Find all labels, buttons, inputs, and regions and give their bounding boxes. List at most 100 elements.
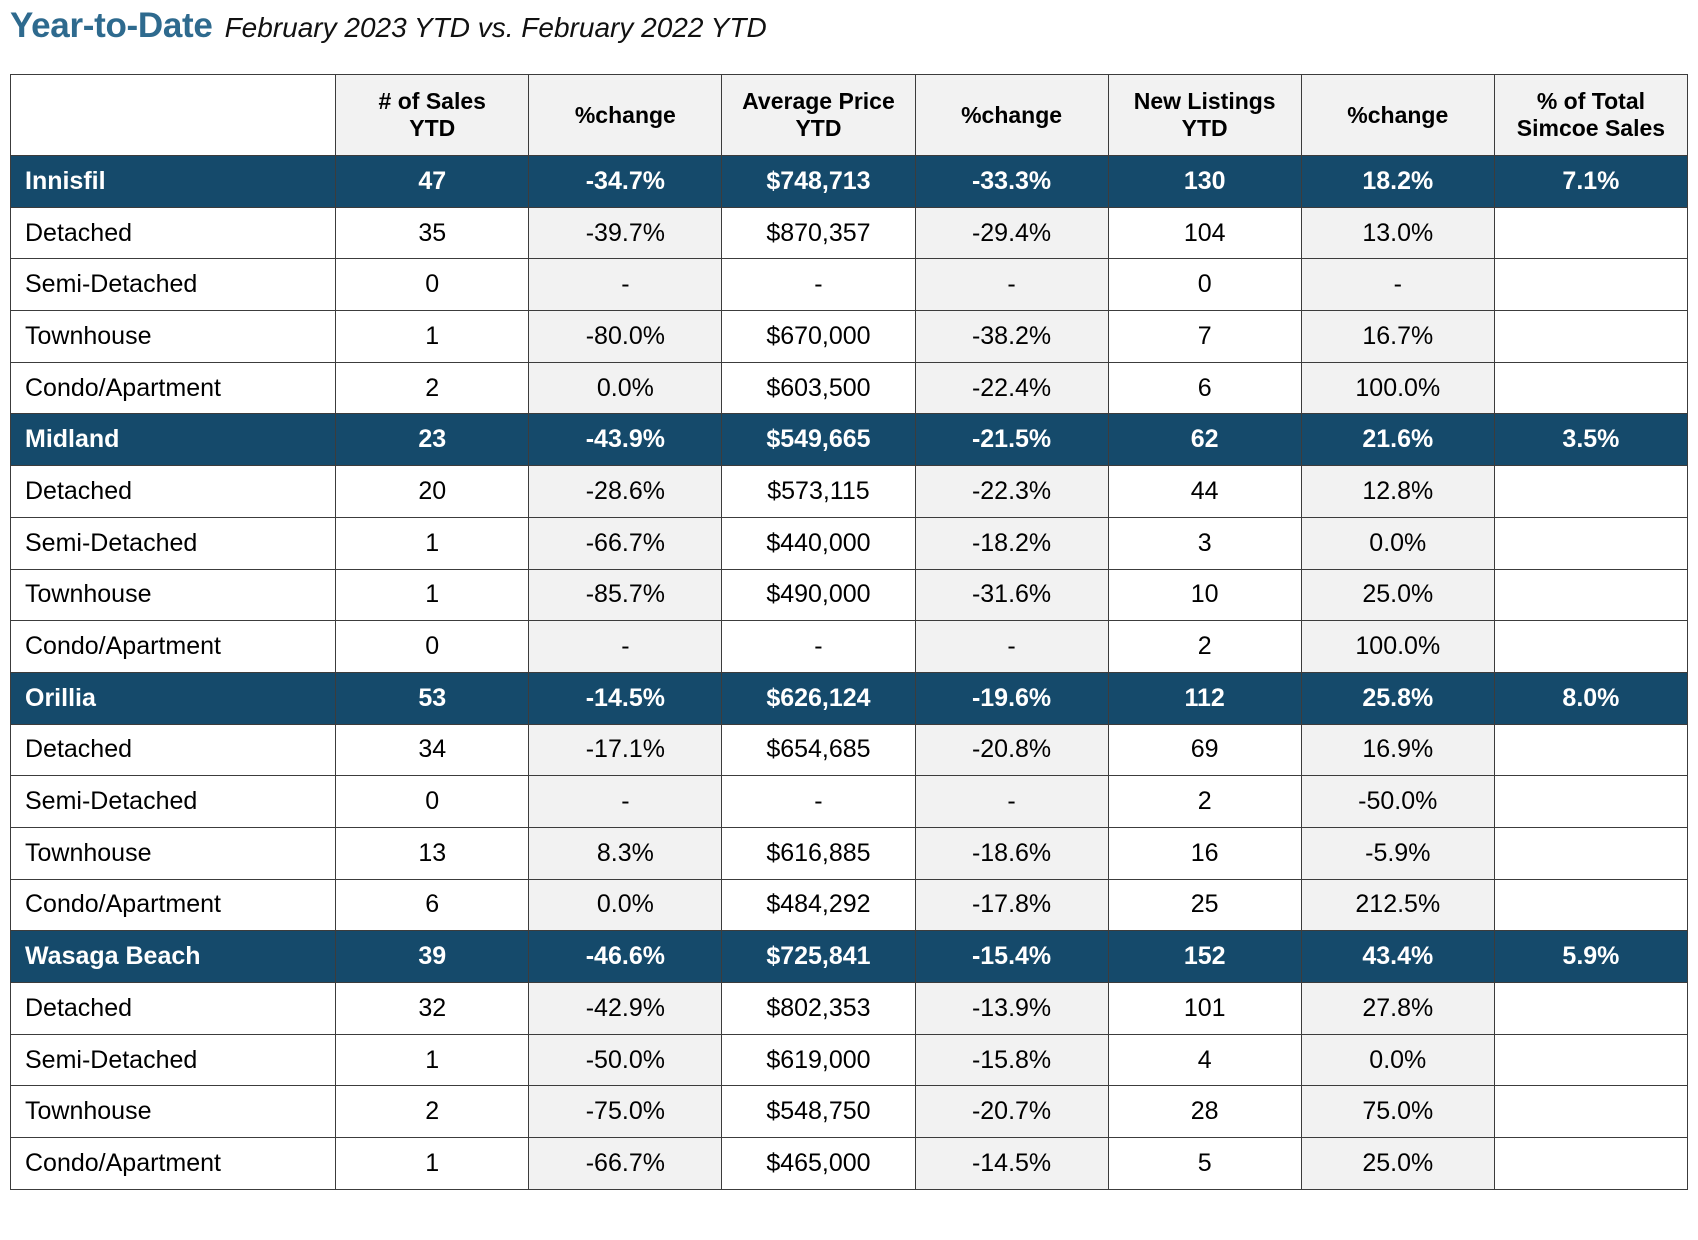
price-change-cell: -14.5% bbox=[914, 1137, 1109, 1190]
sales-change-cell: - bbox=[528, 775, 723, 828]
header-label-line: YTD bbox=[795, 115, 842, 141]
region-sales-ytd-cell: 23 bbox=[335, 413, 530, 467]
new-listings-cell: 5 bbox=[1107, 1137, 1302, 1190]
price-change-cell: - bbox=[914, 620, 1109, 673]
new-listings-cell: 28 bbox=[1107, 1085, 1302, 1139]
header-label-line: %change bbox=[1347, 101, 1449, 128]
price-change-cell: -18.2% bbox=[914, 516, 1109, 570]
table-row: Condo/Apartment 0- - -2 100.0% bbox=[9, 620, 1689, 673]
property-type-cell: Townhouse bbox=[9, 310, 337, 363]
sales-ytd-cell: 20 bbox=[335, 465, 530, 518]
table-row: Detached 32 -42.9% $802,353 -13.9% 101 27.8% bbox=[9, 982, 1689, 1035]
new-listings-cell: 69 bbox=[1107, 723, 1302, 777]
table-row: Semi-Detached 1 -66.7% $440,000 -18.2% 3 0.0% bbox=[9, 516, 1689, 570]
avg-price-cell: - bbox=[721, 258, 916, 312]
region-sales-change-cell: -46.6% bbox=[528, 930, 723, 983]
avg-price-cell: $654,685 bbox=[721, 723, 916, 777]
price-change-cell: -22.3% bbox=[914, 465, 1109, 518]
region-price-change-cell: -15.4% bbox=[914, 930, 1109, 983]
region-share-cell: 3.5% bbox=[1493, 413, 1689, 467]
header-label-line: New Listings bbox=[1133, 88, 1276, 114]
sales-ytd-cell: 2 bbox=[335, 1085, 530, 1139]
sales-ytd-cell: 0 bbox=[335, 258, 530, 312]
share-cell-empty bbox=[1493, 1085, 1689, 1139]
property-type-cell: Condo/Apartment bbox=[9, 878, 337, 932]
sales-ytd-cell: 1 bbox=[335, 1137, 530, 1190]
sales-ytd-cell: 32 bbox=[335, 982, 530, 1035]
table-row: Townhouse 2 -75.0% $548,750 -20.7% 28 75.0% bbox=[9, 1085, 1689, 1139]
page-title: Year-to-Date bbox=[10, 6, 213, 45]
header-price-change: %change bbox=[914, 74, 1109, 156]
avg-price-cell: $573,115 bbox=[721, 465, 916, 518]
new-listings-cell: 3 bbox=[1107, 516, 1302, 570]
table-row: Detached 35 -39.7% $870,357 -29.4% 104 13.0% bbox=[9, 206, 1689, 260]
price-change-cell: -15.8% bbox=[914, 1033, 1109, 1087]
property-type-cell: Detached bbox=[9, 206, 337, 260]
header-new-listings-ytd: New Listings YTD bbox=[1107, 74, 1302, 156]
region-sales-change-cell: -14.5% bbox=[528, 671, 723, 725]
table-row: Semi-Detached 1 -50.0% $619,000 -15.8% 4 0.0% bbox=[9, 1033, 1689, 1087]
sales-ytd-cell: 1 bbox=[335, 568, 530, 622]
new-listings-cell: 4 bbox=[1107, 1033, 1302, 1087]
region-price-change-cell: -19.6% bbox=[914, 671, 1109, 725]
avg-price-cell: $490,000 bbox=[721, 568, 916, 622]
region-row: Wasaga Beach 39 -46.6% $725,841 -15.4% 152 43.… bbox=[9, 930, 1689, 983]
share-cell-empty bbox=[1493, 310, 1689, 363]
region-share-cell: 8.0% bbox=[1493, 671, 1689, 725]
listings-change-cell: 100.0% bbox=[1300, 361, 1495, 415]
header-blank bbox=[9, 74, 337, 156]
region-listings-change-cell: 25.8% bbox=[1300, 671, 1495, 725]
sales-change-cell: -80.0% bbox=[528, 310, 723, 363]
ytd-sales-table: # of Sales YTD %change Average Price YTD %cha… bbox=[9, 74, 1689, 1190]
avg-price-cell: - bbox=[721, 620, 916, 673]
header-label-line: YTD bbox=[1181, 115, 1228, 141]
share-cell-empty bbox=[1493, 982, 1689, 1035]
share-cell-empty bbox=[1493, 1137, 1689, 1190]
listings-change-cell: 0.0% bbox=[1300, 516, 1495, 570]
share-cell-empty bbox=[1493, 878, 1689, 932]
avg-price-cell: $465,000 bbox=[721, 1137, 916, 1190]
avg-price-cell: $870,357 bbox=[721, 206, 916, 260]
new-listings-cell: 101 bbox=[1107, 982, 1302, 1035]
sales-ytd-cell: 1 bbox=[335, 516, 530, 570]
property-type-cell: Detached bbox=[9, 465, 337, 518]
table-row: Detached 20 -28.6% $573,115 -22.3% 44 12.8% bbox=[9, 465, 1689, 518]
region-avg-price-cell: $725,841 bbox=[721, 930, 916, 983]
header-sales-ytd: # of Sales YTD bbox=[335, 74, 530, 156]
share-cell-empty bbox=[1493, 361, 1689, 415]
table-body: Innisfil 47 -34.7% $748,713 -33.3% 130 18.2% 7.… bbox=[9, 155, 1689, 1190]
region-sales-ytd-cell: 53 bbox=[335, 671, 530, 725]
header-label-line: %change bbox=[961, 101, 1063, 128]
region-row: Midland 23 -43.9% $549,665 -21.5% 62 21.6% 3.5% bbox=[9, 413, 1689, 467]
new-listings-cell: 25 bbox=[1107, 878, 1302, 932]
share-cell-empty bbox=[1493, 516, 1689, 570]
sales-change-cell: -17.1% bbox=[528, 723, 723, 777]
avg-price-cell: - bbox=[721, 775, 916, 828]
header-row: # of Sales YTD %change Average Price YTD %cha… bbox=[9, 74, 1689, 156]
property-type-cell: Semi-Detached bbox=[9, 258, 337, 312]
share-cell-empty bbox=[1493, 258, 1689, 312]
region-sales-change-cell: -43.9% bbox=[528, 413, 723, 467]
sales-change-cell: 8.3% bbox=[528, 826, 723, 880]
region-share-cell: 5.9% bbox=[1493, 930, 1689, 983]
header-sales-change: %change bbox=[528, 74, 723, 156]
new-listings-cell: 104 bbox=[1107, 206, 1302, 260]
avg-price-cell: $484,292 bbox=[721, 878, 916, 932]
region-listings-change-cell: 21.6% bbox=[1300, 413, 1495, 467]
sales-change-cell: 0.0% bbox=[528, 878, 723, 932]
price-change-cell: -38.2% bbox=[914, 310, 1109, 363]
header-label-line: YTD bbox=[409, 115, 456, 141]
region-sales-change-cell: -34.7% bbox=[528, 155, 723, 208]
table-row: Condo/Apartment 1 -66.7% $465,000 -14.5% 5 25.… bbox=[9, 1137, 1689, 1190]
sales-ytd-cell: 2 bbox=[335, 361, 530, 415]
sales-ytd-cell: 35 bbox=[335, 206, 530, 260]
share-cell-empty bbox=[1493, 1033, 1689, 1087]
avg-price-cell: $603,500 bbox=[721, 361, 916, 415]
region-name: Midland bbox=[9, 413, 337, 467]
region-price-change-cell: -21.5% bbox=[914, 413, 1109, 467]
table-row: Condo/Apartment 2 0.0% $603,500 -22.4% 6 100.0… bbox=[9, 361, 1689, 415]
listings-change-cell: 75.0% bbox=[1300, 1085, 1495, 1139]
listings-change-cell: 0.0% bbox=[1300, 1033, 1495, 1087]
region-avg-price-cell: $748,713 bbox=[721, 155, 916, 208]
price-change-cell: -22.4% bbox=[914, 361, 1109, 415]
